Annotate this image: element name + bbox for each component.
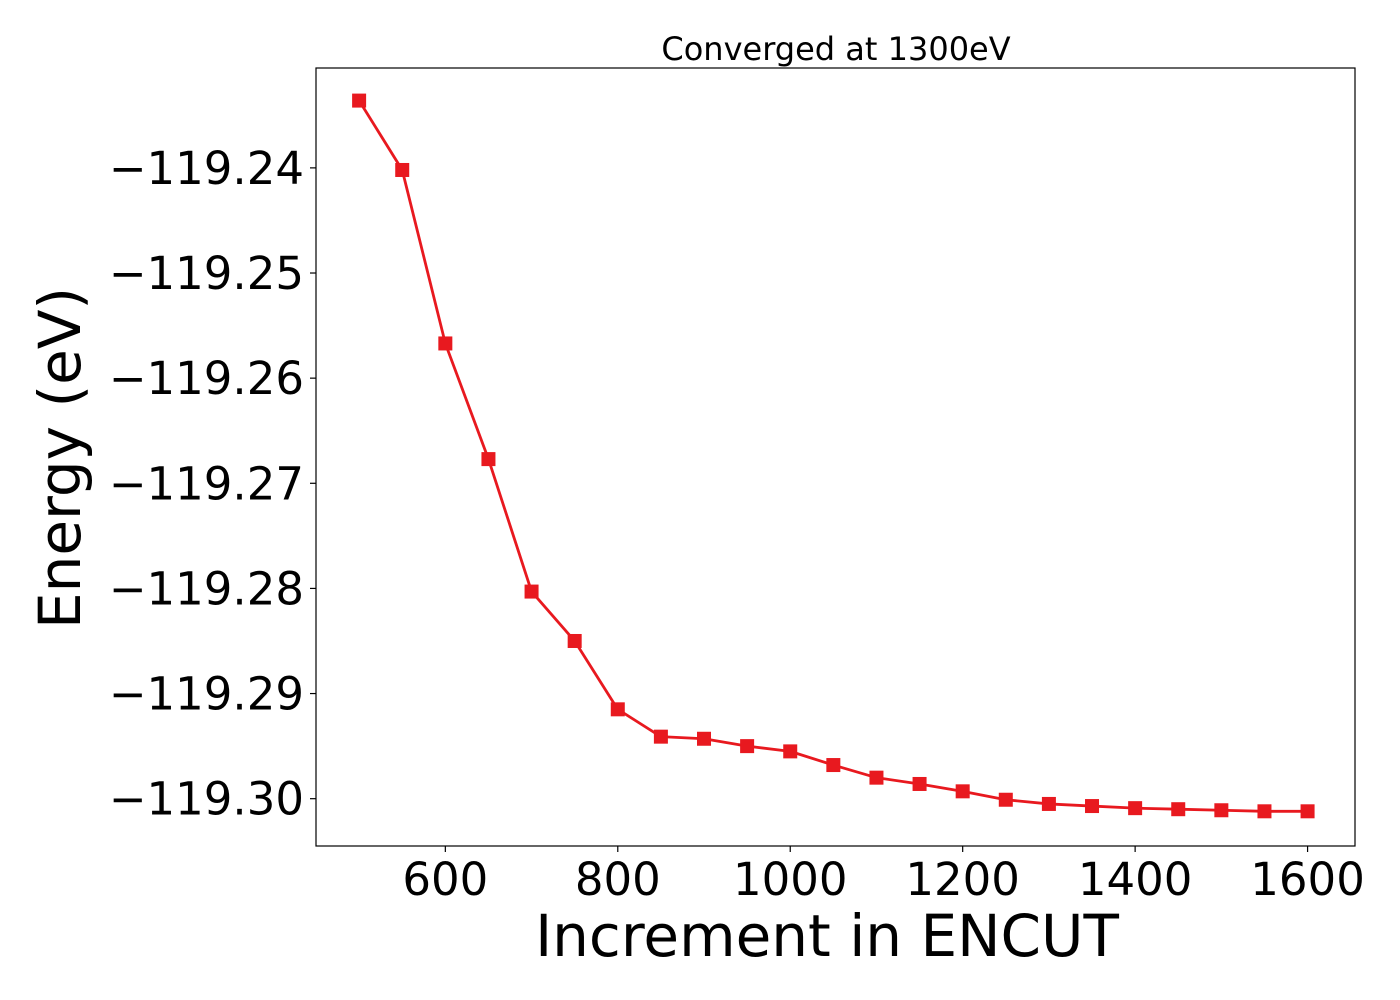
data-point-marker — [610, 702, 625, 717]
data-point-marker — [1171, 802, 1186, 817]
data-point-marker — [1300, 804, 1315, 819]
data-point-marker — [998, 792, 1013, 807]
y-tick-label: −119.25 — [109, 247, 304, 300]
data-point-marker — [826, 758, 841, 773]
data-point-marker — [481, 452, 496, 467]
data-point-marker — [740, 739, 755, 754]
y-tick-label: −119.30 — [109, 773, 304, 826]
y-tick-label: −119.28 — [109, 562, 304, 615]
axes-frame — [315, 67, 1356, 847]
data-point-marker — [1257, 804, 1272, 819]
data-point-marker — [697, 731, 712, 746]
x-axis-ticks: 600 800 1000 1200 1400 1600 — [402, 846, 1365, 906]
x-tick-label: 600 — [402, 853, 488, 906]
data-point-marker — [395, 162, 410, 177]
x-tick-label: 1400 — [1078, 853, 1193, 906]
x-tick-label: 800 — [575, 853, 661, 906]
y-tick-label: −119.27 — [109, 457, 304, 510]
y-tick-label: −119.29 — [109, 668, 304, 721]
y-tick-label: −119.24 — [109, 142, 304, 195]
y-tick-label: −119.26 — [109, 352, 304, 405]
y-axis-ticks: −119.24 −119.25 −119.26 −119.27 −119.28 −119.… — [109, 142, 316, 826]
data-point-marker — [783, 744, 798, 759]
x-tick-label: 1600 — [1250, 853, 1365, 906]
data-point-marker — [1128, 801, 1143, 816]
data-point-marker — [869, 770, 884, 785]
data-point-marker — [1041, 796, 1056, 811]
data-point-marker — [653, 729, 668, 744]
x-tick-label: 1200 — [905, 853, 1020, 906]
series-markers — [352, 93, 1315, 819]
data-point-marker — [438, 336, 453, 351]
data-point-marker — [567, 633, 582, 648]
data-point-marker — [524, 584, 539, 599]
chart-title: Converged at 1300eV — [661, 30, 1010, 68]
y-axis-label: Energy (eV) — [26, 287, 94, 629]
x-tick-label: 1000 — [733, 853, 848, 906]
data-point-marker — [352, 93, 367, 108]
data-point-marker — [912, 776, 927, 791]
data-point-marker — [955, 784, 970, 799]
x-axis-label: Increment in ENCUT — [535, 902, 1119, 970]
data-point-marker — [1214, 803, 1229, 818]
data-point-marker — [1085, 799, 1100, 814]
plot-area: 600 800 1000 1200 1400 1600 −119.24−119.25−11… — [109, 67, 1365, 906]
